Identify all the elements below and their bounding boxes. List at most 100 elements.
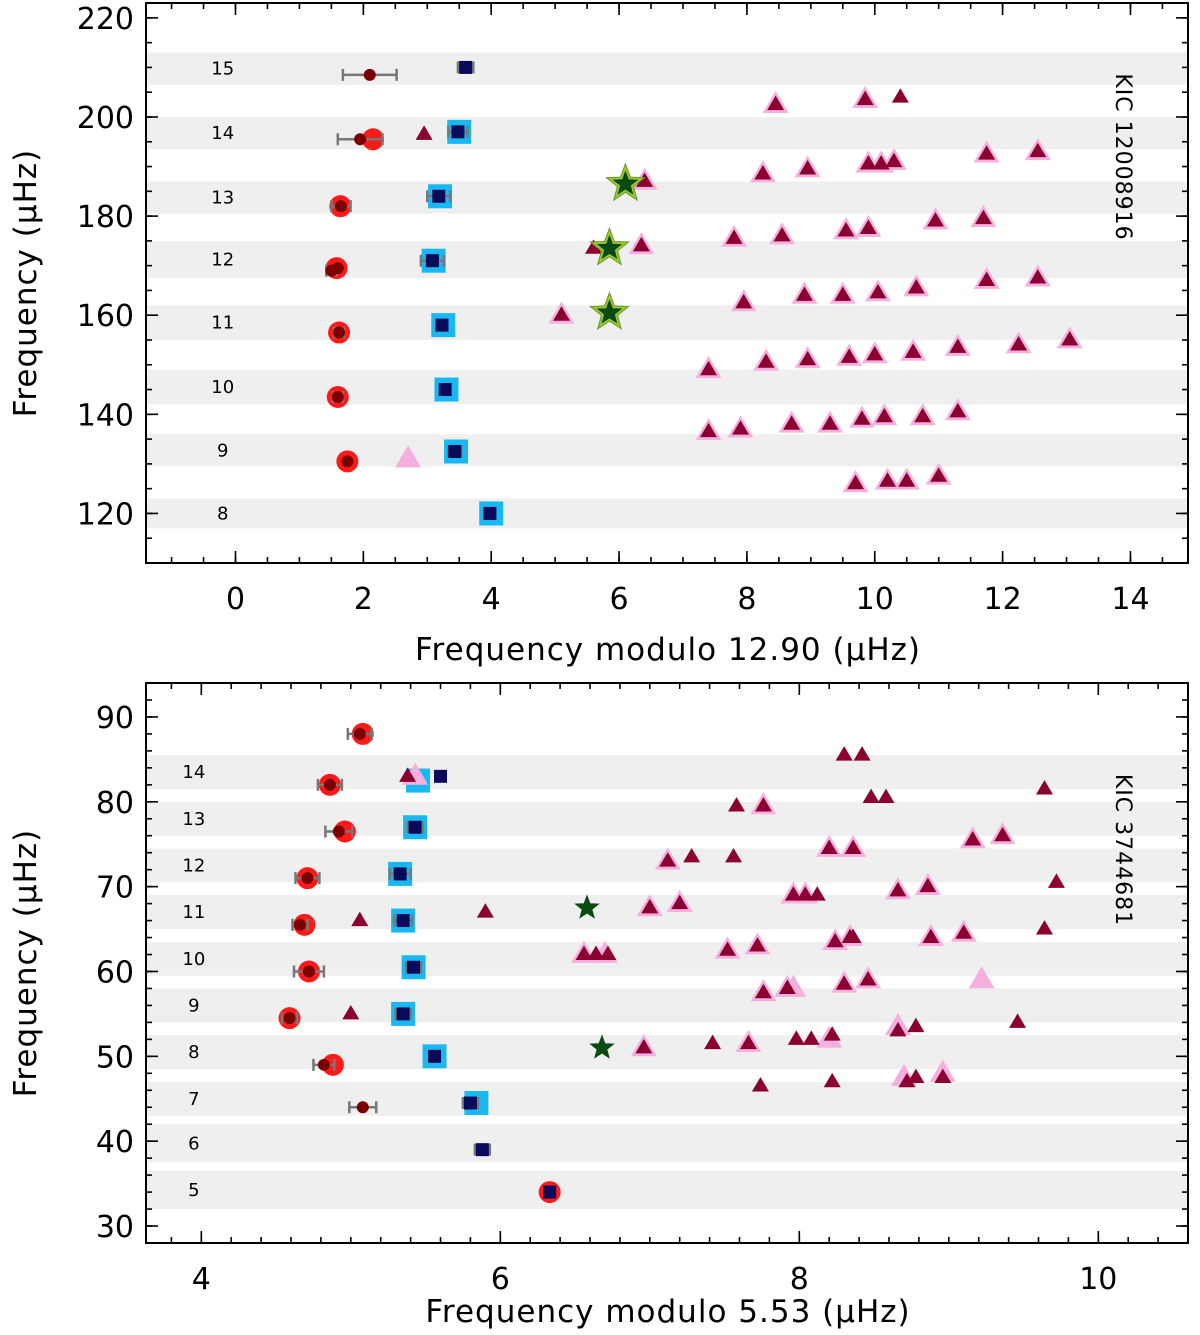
y-axis-title: Frequency (μHz): [8, 829, 44, 1098]
mode-marker-triangle: [704, 1034, 722, 1050]
order-label: 7: [188, 1089, 199, 1110]
order-label: 13: [211, 188, 234, 209]
mode-marker-star: [574, 894, 600, 919]
mode-marker-triangle: [751, 1077, 769, 1092]
mode-marker-triangle: [974, 209, 992, 225]
order-band: [147, 941, 1187, 976]
y-tick-label: 40: [96, 1125, 134, 1160]
mode-marker-circle: [363, 68, 376, 81]
order-band: [147, 305, 1187, 340]
mode-marker-star: [612, 170, 639, 195]
mode-marker-square: [435, 318, 449, 332]
mode-marker-triangle: [889, 1021, 907, 1037]
x-tick-label: 6: [610, 582, 629, 617]
mode-marker-triangle: [823, 1026, 841, 1041]
mode-marker-triangle: [783, 415, 801, 430]
y-tick-label: 30: [96, 1210, 134, 1245]
mode-marker-triangle: [700, 360, 718, 376]
mode-marker-triangle: [926, 212, 944, 227]
mode-marker-triangle: [587, 945, 605, 961]
mode-marker-triangle: [844, 839, 862, 854]
order-band: [147, 434, 1187, 467]
mode-marker-triangle: [898, 1072, 916, 1088]
order-band: [147, 52, 1187, 85]
mode-marker-triangle: [399, 767, 417, 782]
order-band: [147, 240, 1187, 279]
mode-marker-triangle: [784, 886, 802, 901]
mode-marker-square: [463, 1096, 477, 1110]
mode-marker-triangle: [978, 271, 996, 287]
mode-marker-triangle: [859, 971, 877, 986]
y-tick-label: 220: [77, 2, 134, 37]
order-label: 10: [211, 377, 234, 398]
mode-marker-triangle: [757, 353, 775, 368]
mode-marker-triangle: [683, 847, 701, 863]
mode-marker-triangle: [904, 343, 922, 358]
order-label: 14: [182, 762, 205, 783]
mode-marker-circle: [331, 390, 344, 403]
mode-marker-triangle: [671, 894, 689, 910]
order-label: 13: [182, 809, 205, 830]
order-label: 12: [211, 249, 234, 270]
order-band: [147, 895, 1187, 930]
mode-marker-triangle: [659, 852, 677, 867]
y-tick-label: 50: [96, 1040, 134, 1075]
mode-marker-triangle: [949, 402, 967, 418]
order-label: 11: [211, 313, 234, 334]
mode-marker-star: [596, 299, 623, 324]
order-label: 9: [188, 995, 199, 1016]
order-label: 5: [188, 1180, 199, 1201]
mode-marker-triangle: [1061, 331, 1079, 346]
order-band: [147, 1035, 1187, 1070]
mode-marker-circle: [323, 778, 336, 791]
order-label: 12: [182, 855, 205, 876]
mode-marker-triangle: [994, 826, 1012, 842]
mode-marker-triangle: [875, 407, 893, 423]
x-tick-label: 14: [1111, 582, 1149, 617]
mode-marker-triangle: [885, 152, 903, 168]
mode-marker-circle: [293, 918, 306, 931]
plot-frame: [145, 682, 1189, 1244]
mode-marker-triangle: [835, 975, 853, 990]
mode-marker-triangle: [853, 410, 871, 425]
plot-frame: [145, 2, 1189, 564]
order-band: [147, 181, 1187, 214]
mode-marker-triangle: [796, 886, 814, 901]
mode-marker-circle: [332, 825, 345, 838]
mode-marker-triangle: [735, 293, 753, 309]
x-axis-title: Frequency modulo 12.90 (μHz): [415, 632, 921, 668]
mode-marker-triangle: [599, 945, 617, 961]
mode-marker-triangle: [955, 924, 973, 939]
mode-marker-triangle: [856, 90, 874, 106]
mode-marker-triangle: [799, 160, 817, 175]
mode-marker-square: [428, 1049, 442, 1063]
mode-marker-circle: [301, 872, 314, 885]
mode-marker-square: [451, 125, 465, 139]
mode-marker-triangle: [739, 1034, 757, 1050]
mode-marker-triangle: [636, 172, 654, 187]
order-band: [147, 498, 1187, 529]
panel-kic-12008916: 8 9 10 11 12 13 14 15 0 2 4 6 8 10 12 14 120 140 160 180 20…: [8, 2, 1189, 668]
mode-marker-triangle: [847, 474, 865, 490]
mode-marker-square: [475, 1143, 489, 1157]
order-label: 9: [217, 440, 228, 461]
order-band: [147, 1081, 1187, 1116]
x-tick-label: 10: [1079, 1262, 1117, 1297]
mode-marker-triangle: [342, 1004, 360, 1020]
mode-marker-triangle: [820, 839, 838, 854]
mode-marker-triangle: [898, 472, 916, 487]
order-label: 8: [217, 503, 228, 524]
mode-marker-triangle: [808, 886, 826, 901]
order-label: 14: [211, 123, 234, 144]
mode-marker-triangle: [859, 155, 877, 170]
mode-marker-circle: [331, 262, 344, 275]
mode-marker-triangle: [553, 306, 571, 321]
mode-marker-circle: [302, 965, 315, 978]
mode-marker-triangle: [1029, 142, 1047, 158]
order-band: [147, 801, 1187, 836]
x-tick-label: 12: [984, 582, 1022, 617]
mode-marker-triangle: [351, 911, 369, 927]
mode-marker-triangle: [415, 125, 433, 140]
x-tick-label: 6: [491, 1262, 510, 1297]
